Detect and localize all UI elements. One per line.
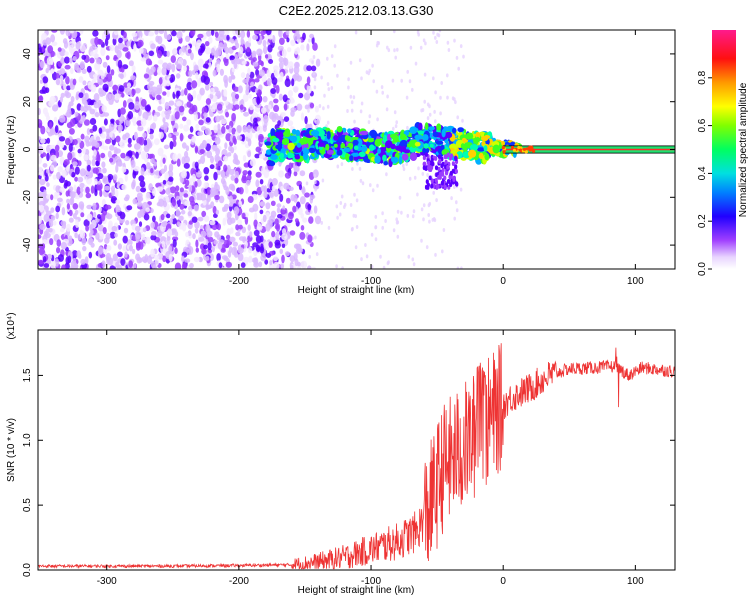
colorbar-tick-label: 0.0 <box>697 262 708 276</box>
colorbar-tick-label: 0.4 <box>697 166 708 180</box>
snr-multiplier-label: (x10⁴) <box>6 312 17 339</box>
snr-ylabel: SNR (10 * v/v) <box>6 418 17 482</box>
snr-ytick-label: 1.0 <box>22 433 33 447</box>
colorbar-tick-label: 0.6 <box>697 118 708 132</box>
colorbar-label: Normalized spectral amplitude <box>738 82 749 217</box>
snr-xtick-label: -300 <box>97 576 117 587</box>
spectrogram-ytick-label: 20 <box>22 96 33 108</box>
snr-xtick-label: 100 <box>627 576 644 587</box>
spectrogram-xtick-label: -200 <box>229 276 249 287</box>
snr-xtick-label: -200 <box>229 576 249 587</box>
spectrogram-xtick-label: -100 <box>361 276 381 287</box>
snr-axes: -300 -200 -100 0 100 0.0 0.5 1.0 1.5 <box>22 330 675 587</box>
snr-ytick-label: 0.5 <box>22 498 33 512</box>
spectrogram-xtick-label: -300 <box>97 276 117 287</box>
spectrogram-ytick-label: 40 <box>22 48 33 60</box>
spectrogram-ytick-label: -40 <box>22 237 33 252</box>
snr-xtick-label: -100 <box>361 576 381 587</box>
spectrogram-ytick-label: -20 <box>22 190 33 205</box>
spectrogram-xtick-label: 0 <box>500 276 506 287</box>
snr-xtick-label: 0 <box>500 576 506 587</box>
snr-panel: -300 -200 -100 0 100 0.0 0.5 1.0 1.5 Height of s… <box>6 312 676 596</box>
colorbar-tick-label: 0.2 <box>697 214 708 228</box>
spectrogram-ytick-label: 0 <box>22 146 33 152</box>
snr-series-line <box>38 343 675 570</box>
spectrogram-ylabel: Frequency (Hz) <box>6 116 17 185</box>
spectrogram-heatmap <box>38 30 675 269</box>
snr-frame <box>37 329 676 571</box>
colorbar-tick-label: 0.8 <box>697 70 708 84</box>
colorbar-scale <box>712 30 736 269</box>
spectrogram-xtick-label: 100 <box>627 276 644 287</box>
spectrogram-xlabel: Height of straight line (km) <box>298 285 415 296</box>
chart-title: C2E2.2025.212.03.13.G30 <box>279 3 434 18</box>
colorbar-ticks: 0.0 0.2 0.4 0.6 0.8 <box>697 70 712 276</box>
colorbar: 0.0 0.2 0.4 0.6 0.8 Normalized spectral ampl… <box>697 30 749 276</box>
snr-ytick-label: 1.5 <box>22 368 33 382</box>
snr-xlabel: Height of straight line (km) <box>298 585 415 596</box>
snr-ytick-label: 0.0 <box>22 563 33 577</box>
